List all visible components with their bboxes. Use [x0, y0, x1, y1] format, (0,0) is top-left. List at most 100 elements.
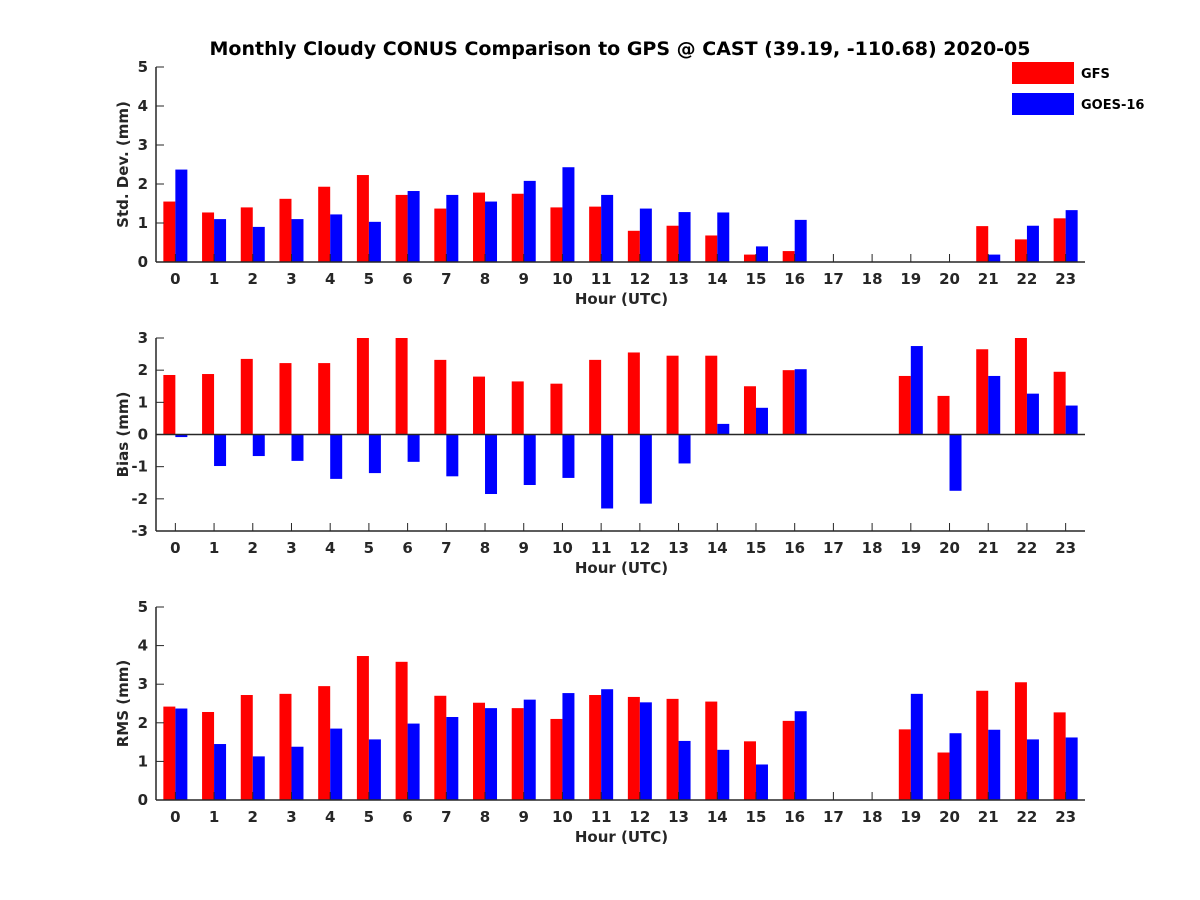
bar-gfs-hour-16 [782, 720, 795, 800]
bar-goes-16-hour-1 [214, 434, 227, 467]
x-tick-label: 9 [519, 539, 529, 557]
x-tick-label: 5 [364, 539, 374, 557]
bar-gfs-hour-19 [898, 729, 911, 800]
bar-goes-16-hour-22 [1026, 225, 1039, 262]
x-tick-label: 16 [784, 808, 805, 826]
y-axis-label: Std. Dev. (mm) [114, 101, 132, 228]
bar-goes-16-hour-23 [1065, 210, 1078, 262]
x-tick-label: 20 [939, 808, 960, 826]
bar-gfs-hour-12 [627, 352, 640, 435]
bar-gfs-hour-14 [705, 355, 718, 435]
x-tick-label: 6 [402, 539, 412, 557]
bar-goes-16-hour-21 [988, 729, 1001, 800]
bar-gfs-hour-9 [511, 193, 524, 262]
x-tick-label: 21 [978, 270, 999, 288]
bar-goes-16-hour-6 [407, 723, 420, 800]
bar-goes-16-hour-6 [407, 191, 420, 262]
x-tick-label: 20 [939, 270, 960, 288]
bar-gfs-hour-2 [240, 207, 253, 262]
bar-gfs-hour-20 [937, 395, 950, 435]
bar-gfs-hour-7 [434, 359, 447, 435]
legend-label-goes-16: GOES-16 [1081, 98, 1144, 113]
x-tick-label: 16 [784, 539, 805, 557]
bar-gfs-hour-12 [627, 696, 640, 800]
bar-goes-16-hour-5 [368, 221, 381, 262]
bar-gfs-hour-22 [1014, 338, 1027, 435]
x-tick-label: 3 [286, 270, 296, 288]
bar-goes-16-hour-8 [485, 708, 498, 800]
bar-gfs-hour-3 [279, 198, 292, 262]
bar-goes-16-hour-21 [988, 254, 1001, 262]
x-tick-label: 12 [629, 808, 650, 826]
bar-goes-16-hour-8 [485, 201, 498, 262]
x-tick-label: 8 [480, 270, 490, 288]
y-tick-label: 2 [138, 361, 148, 379]
bar-gfs-hour-8 [473, 376, 486, 435]
x-tick-label: 18 [862, 808, 883, 826]
bar-goes-16-hour-22 [1026, 739, 1039, 800]
x-tick-label: 11 [591, 539, 612, 557]
x-tick-label: 20 [939, 539, 960, 557]
bar-goes-16-hour-21 [988, 375, 1001, 435]
bar-gfs-hour-11 [589, 206, 602, 262]
x-tick-label: 15 [746, 808, 767, 826]
x-tick-label: 14 [707, 270, 728, 288]
bar-goes-16-hour-0 [175, 169, 188, 262]
bar-goes-16-hour-19 [910, 693, 923, 800]
x-tick-label: 0 [170, 539, 180, 557]
bar-goes-16-hour-11 [601, 194, 614, 262]
bar-gfs-hour-4 [318, 186, 331, 262]
y-tick-label: 4 [138, 97, 148, 115]
bar-goes-16-hour-9 [523, 434, 536, 486]
bar-goes-16-hour-4 [330, 434, 343, 479]
bar-gfs-hour-6 [395, 338, 408, 435]
bar-goes-16-hour-15 [755, 407, 768, 435]
x-tick-label: 2 [248, 539, 258, 557]
x-tick-label: 16 [784, 270, 805, 288]
x-tick-label: 4 [325, 270, 335, 288]
y-tick-label: 2 [138, 175, 148, 193]
bar-gfs-hour-5 [356, 338, 369, 435]
bar-gfs-hour-4 [318, 686, 331, 800]
bar-gfs-hour-22 [1014, 239, 1027, 262]
bar-goes-16-hour-14 [717, 212, 730, 262]
bar-goes-16-hour-20 [949, 434, 962, 491]
y-tick-label: 5 [138, 598, 148, 616]
bar-gfs-hour-15 [743, 254, 756, 262]
bar-gfs-hour-0 [163, 706, 176, 800]
x-tick-label: 2 [248, 808, 258, 826]
y-tick-label: 3 [138, 675, 148, 693]
x-tick-label: 12 [629, 270, 650, 288]
x-tick-label: 15 [746, 539, 767, 557]
x-tick-label: 19 [900, 539, 921, 557]
bar-goes-16-hour-10 [562, 693, 575, 800]
bar-gfs-hour-5 [356, 656, 369, 800]
y-tick-label: -1 [131, 458, 148, 476]
x-tick-label: 17 [823, 808, 844, 826]
x-tick-label: 1 [209, 270, 219, 288]
bar-goes-16-hour-23 [1065, 405, 1078, 435]
bar-gfs-hour-10 [550, 383, 563, 435]
y-tick-label: 3 [138, 136, 148, 154]
bar-gfs-hour-11 [589, 695, 602, 800]
x-tick-label: 19 [900, 808, 921, 826]
bar-gfs-hour-8 [473, 702, 486, 800]
y-tick-label: 0 [138, 426, 148, 444]
bar-gfs-hour-13 [666, 355, 679, 435]
bar-goes-16-hour-13 [678, 212, 691, 262]
bar-gfs-hour-23 [1053, 371, 1066, 435]
bar-goes-16-hour-9 [523, 699, 536, 800]
bar-gfs-hour-15 [743, 386, 756, 435]
bar-gfs-hour-13 [666, 698, 679, 800]
y-tick-label: 5 [138, 58, 148, 76]
bar-goes-16-hour-14 [717, 749, 730, 800]
x-tick-label: 0 [170, 808, 180, 826]
bar-goes-16-hour-7 [446, 717, 459, 800]
x-tick-label: 19 [900, 270, 921, 288]
bar-goes-16-hour-12 [639, 434, 652, 504]
x-tick-label: 9 [519, 270, 529, 288]
legend-swatch-goes-16 [1012, 93, 1074, 115]
bar-gfs-hour-13 [666, 225, 679, 262]
x-tick-label: 10 [552, 539, 573, 557]
